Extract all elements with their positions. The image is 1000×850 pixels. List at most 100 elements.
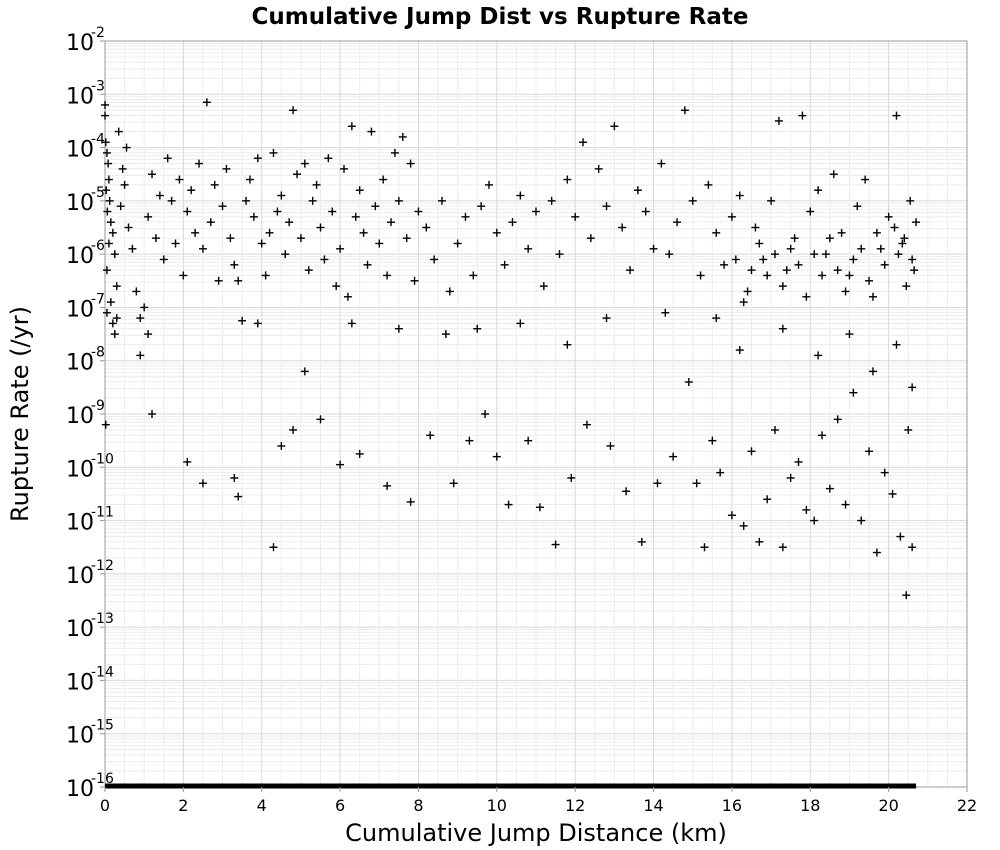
data-point [872, 548, 881, 557]
data-point [273, 207, 282, 216]
data-point [394, 196, 403, 205]
data-point [104, 175, 113, 184]
data-point [880, 260, 889, 269]
data-point [908, 383, 917, 392]
data-point [414, 207, 423, 216]
data-point [708, 436, 717, 445]
data-point [426, 431, 435, 440]
data-point [894, 250, 903, 259]
data-point [110, 330, 119, 339]
data-point [214, 276, 223, 285]
data-point [465, 436, 474, 445]
data-point [308, 196, 317, 205]
x-tick-label: 6 [335, 796, 345, 815]
y-tick-exponent: -10 [91, 451, 114, 467]
data-point [105, 196, 114, 205]
data-point [206, 218, 215, 227]
data-point [328, 207, 337, 216]
data-point [892, 340, 901, 349]
data-point [112, 282, 121, 291]
data-point [845, 330, 854, 339]
data-point [167, 196, 176, 205]
data-point [508, 218, 517, 227]
data-point [751, 223, 760, 232]
data-point [669, 452, 678, 461]
data-point [771, 250, 780, 259]
y-tick-exponent: -16 [91, 771, 114, 787]
data-point [104, 239, 113, 248]
data-point [140, 303, 149, 312]
data-point [912, 218, 921, 227]
data-point [163, 154, 172, 163]
data-point [516, 319, 525, 328]
data-point [771, 425, 780, 434]
data-point [410, 276, 419, 285]
data-point [653, 479, 662, 488]
data-point [696, 271, 705, 280]
x-tick-label: 10 [487, 796, 507, 815]
data-point [136, 351, 145, 360]
data-point [602, 202, 611, 211]
y-tick-exponent: -12 [91, 558, 114, 574]
data-point [898, 239, 907, 248]
data-point [524, 244, 533, 253]
data-point [743, 287, 752, 296]
data-point [720, 260, 729, 269]
data-point [747, 266, 756, 275]
y-tick-exponent: -4 [91, 132, 105, 148]
data-point [281, 250, 290, 259]
data-point [128, 244, 137, 253]
data-point [304, 266, 313, 275]
data-point [657, 159, 666, 168]
data-point [383, 271, 392, 280]
data-point [633, 186, 642, 195]
data-point [371, 202, 380, 211]
y-tick-base: 10 [66, 564, 94, 589]
data-point [892, 111, 901, 120]
data-point [818, 431, 827, 440]
data-point [210, 180, 219, 189]
y-tick-base: 10 [66, 404, 94, 429]
scatter-points [101, 98, 921, 600]
data-point [324, 154, 333, 163]
data-point [183, 207, 192, 216]
data-point [890, 223, 899, 232]
data-point [289, 106, 298, 115]
data-point [610, 122, 619, 131]
data-point [802, 505, 811, 514]
data-point [347, 319, 356, 328]
data-point [794, 260, 803, 269]
data-point [336, 460, 345, 469]
data-point [269, 148, 278, 157]
data-point [825, 484, 834, 493]
data-point [810, 516, 819, 525]
data-point [516, 191, 525, 200]
data-point [833, 266, 842, 275]
y-tick-exponent: -9 [91, 398, 105, 414]
x-tick-label: 16 [722, 796, 742, 815]
data-point [394, 324, 403, 333]
data-point [778, 543, 787, 552]
y-tick-base: 10 [66, 351, 94, 376]
data-point [242, 196, 251, 205]
data-point [902, 282, 911, 291]
data-point [637, 537, 646, 546]
data-point [101, 138, 110, 147]
data-point [300, 159, 309, 168]
data-point [383, 481, 392, 490]
data-point [120, 180, 129, 189]
data-point [249, 212, 258, 221]
data-point [116, 202, 125, 211]
data-point [422, 223, 431, 232]
data-point [114, 127, 123, 136]
data-point [202, 98, 211, 107]
data-point [774, 116, 783, 125]
data-point [183, 457, 192, 466]
data-point [402, 234, 411, 243]
data-point [234, 276, 243, 285]
data-point [712, 314, 721, 323]
data-point [406, 497, 415, 506]
data-point [606, 441, 615, 450]
data-point [108, 319, 117, 328]
data-point [144, 330, 153, 339]
